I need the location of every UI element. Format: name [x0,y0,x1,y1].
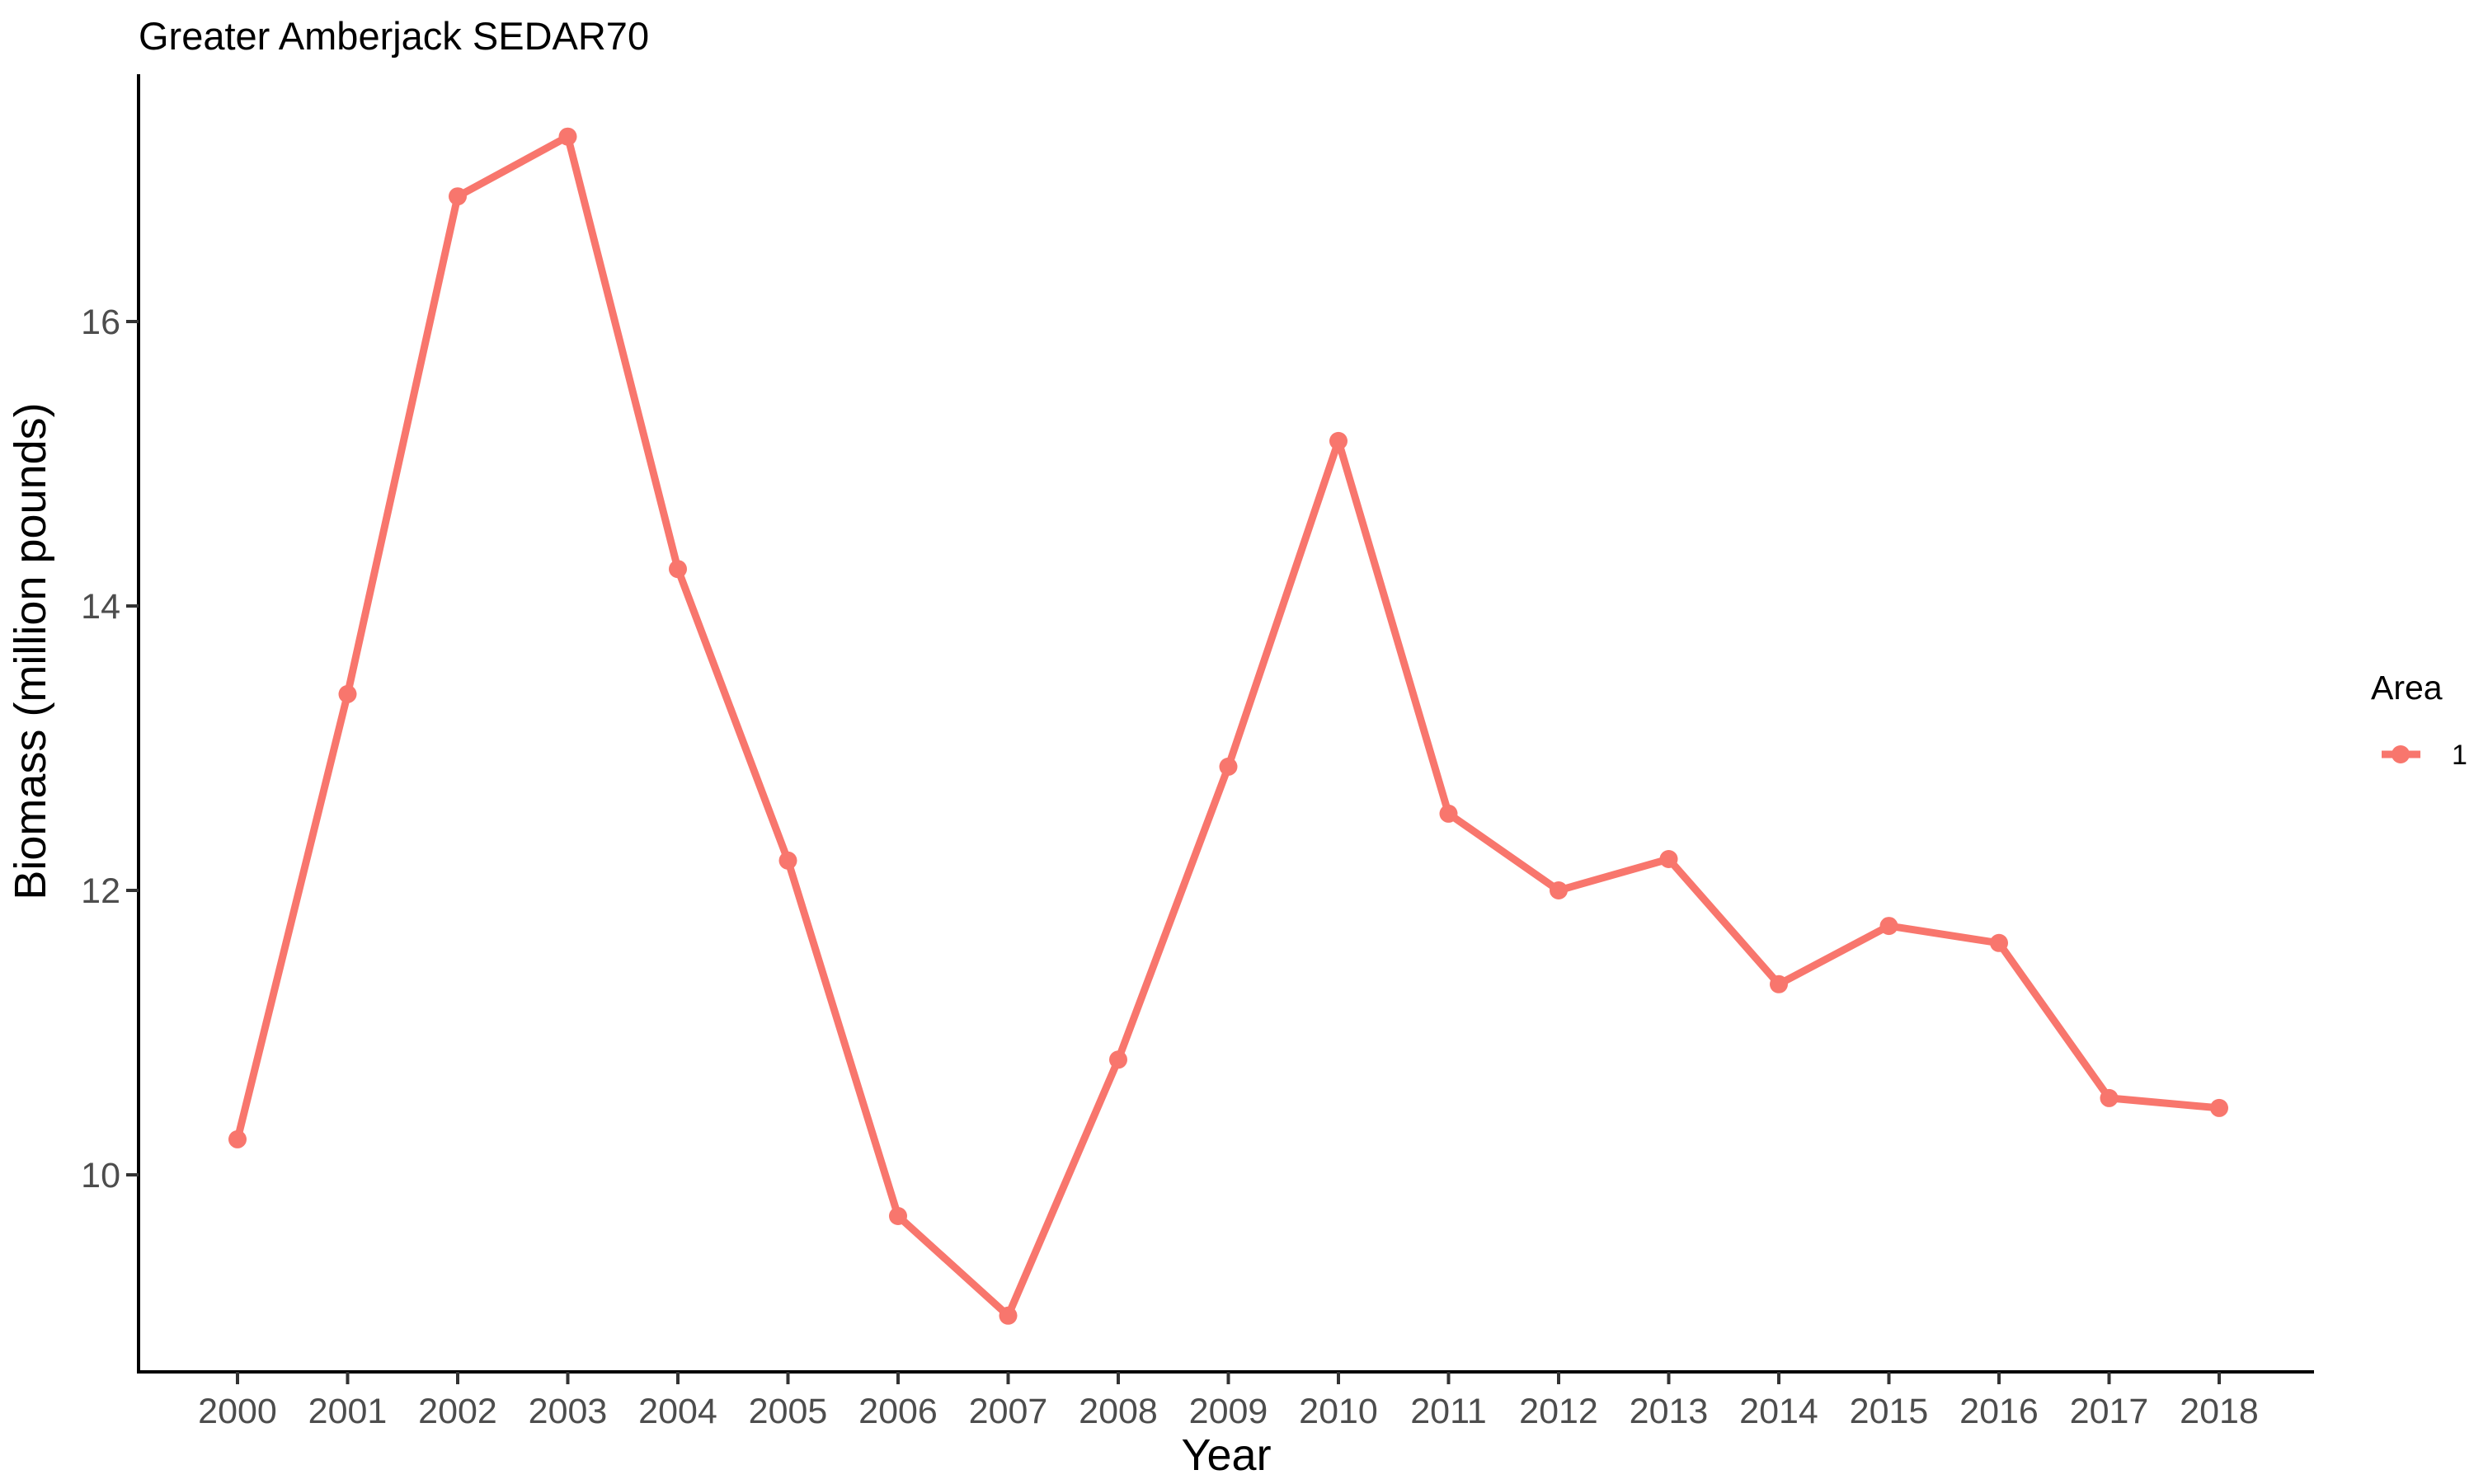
data-point [1109,1050,1127,1069]
x-tick-label: 2012 [1519,1392,1598,1431]
data-point [2100,1088,2119,1107]
x-tick-label: 2017 [2070,1392,2149,1431]
y-tick-label: 12 [81,871,120,911]
x-tick-label: 2000 [198,1392,277,1431]
data-point [449,187,467,206]
series-layer [228,127,2228,1325]
x-tick-label: 2007 [969,1392,1048,1431]
x-tick-label: 2004 [638,1392,717,1431]
data-point [338,684,357,703]
x-tick-label: 2003 [529,1392,608,1431]
legend-label: 1 [2452,740,2467,771]
data-point [1550,881,1568,899]
data-point [1990,933,2008,952]
y-tick-label: 14 [81,587,120,627]
x-tick-label: 2010 [1299,1392,1378,1431]
x-tick-label: 2009 [1189,1392,1268,1431]
y-tick-label: 16 [81,303,120,342]
data-point [1659,850,1678,868]
x-tick-label: 2006 [858,1392,938,1431]
data-point [999,1306,1018,1325]
plot-axes [137,74,2314,1374]
legend-title: Area [2371,669,2443,707]
legend-items: 1 [2382,740,2467,771]
x-tick-label: 2015 [1850,1392,1929,1431]
x-tick-label: 2014 [1739,1392,1818,1431]
x-tick-label: 2018 [2180,1392,2259,1431]
legend-key-point [2392,745,2410,763]
data-point [228,1129,247,1148]
data-point [1219,757,1238,776]
chart-title: Greater Amberjack SEDAR70 [139,14,649,58]
data-point [1329,431,1348,450]
x-tick-label: 2008 [1079,1392,1158,1431]
data-point [1439,804,1458,823]
data-point [669,560,687,579]
series-line-1 [233,133,2223,1320]
data-point [558,127,577,146]
y-axis-ticks: 10 12 14 16 [81,303,139,1195]
x-tick-label: 2011 [1410,1392,1486,1431]
x-tick-label: 2005 [749,1392,828,1431]
legend: Area 1 [2371,669,2467,771]
x-tick-label: 2001 [308,1392,388,1431]
data-point [1770,974,1788,993]
y-axis-title: Biomass (million pounds) [6,402,55,899]
x-tick-label: 2013 [1630,1392,1709,1431]
data-point [2210,1098,2228,1117]
data-point [889,1207,907,1225]
x-axis-title: Year [1181,1430,1271,1480]
y-tick-label: 10 [81,1156,120,1195]
data-point [778,851,797,870]
x-axis-ticks: 2000 2001 2002 2003 2004 2005 2006 2007 2008 2009… [198,1372,2259,1431]
x-tick-label: 2016 [1959,1392,2039,1431]
x-tick-label: 2002 [418,1392,497,1431]
data-point [1879,917,1898,936]
